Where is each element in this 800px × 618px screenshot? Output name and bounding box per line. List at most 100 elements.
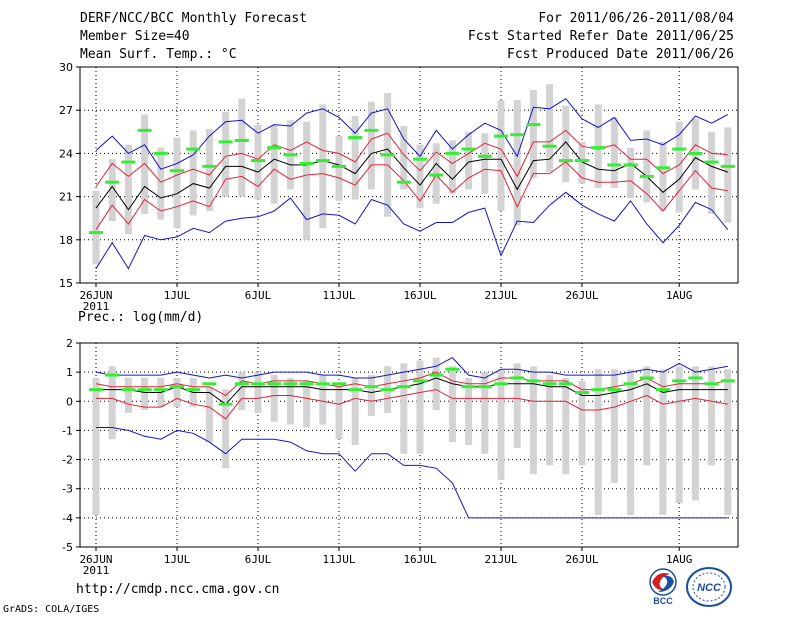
observed-marker [299,382,314,386]
observed-marker [218,140,233,144]
observed-marker [656,166,670,170]
observed-marker [89,231,103,235]
spread-box [610,117,618,188]
y-tick-label: 27 [59,104,73,117]
observed-marker [477,385,492,389]
y-tick-label: 1 [66,366,73,379]
spread-box [400,363,408,454]
spread-box [351,377,359,445]
spread-box [432,357,440,411]
observed-marker [170,385,184,389]
observed-marker [218,402,233,406]
spread-box [448,366,456,443]
series-line [95,371,728,397]
spread-box [92,377,100,515]
spread-box [319,375,327,425]
x-tick-label: 1AUG [666,553,693,566]
spread-box [157,147,165,220]
spread-box [238,372,246,411]
spread-box [513,100,521,226]
spread-box [675,366,683,504]
observed-marker [137,388,152,392]
spread-box [529,366,537,475]
spread-box [578,380,586,466]
observed-marker [639,174,654,178]
observed-marker [526,123,541,127]
observed-marker [429,173,444,177]
spread-box [643,366,651,466]
start-refer-date: Fcst Started Refer Date 2011/06/25 [467,29,734,44]
observed-marker [234,382,249,386]
spread-box [481,133,489,194]
spread-box [303,121,311,240]
x-tick-label: 1JUL [164,289,191,302]
observed-marker [688,376,703,380]
spread-box [708,366,716,466]
observed-marker [461,147,476,151]
spread-box [124,144,132,235]
spread-box [448,140,456,194]
spread-box [222,389,230,469]
series-line [96,427,728,519]
series-line [95,129,728,187]
observed-marker [526,379,541,383]
observed-marker [639,376,654,380]
spread-box [708,131,716,214]
plot-frame [79,66,739,284]
observed-marker [720,379,735,383]
observed-marker [494,382,508,386]
spread-box [92,190,100,265]
x-tick-label: 26JUL [565,289,598,302]
y-tick-label: -1 [62,424,73,437]
observed-marker [364,128,379,132]
spread-box [205,128,213,211]
observed-marker [332,164,346,168]
y-tick-label: -2 [62,454,73,467]
observed-marker [380,153,395,157]
spread-box [270,375,278,422]
x-year-label: 2011 [83,300,110,313]
observed-marker [153,388,168,392]
observed-marker [121,388,136,392]
spread-box [238,98,246,197]
observed-marker [348,388,363,392]
panel-precipitation: -5 -4 -3 -2 -1 0 1 2 26JUN 1JUL 6JUL 11JUL 16JUL 21JU… [62,337,739,577]
observed-marker [186,147,201,151]
spread-box [497,369,505,480]
observed-marker [656,388,670,392]
observed-marker [672,147,687,151]
spread-box [351,115,359,200]
spread-box [367,101,375,190]
spread-box [108,366,116,440]
observed-marker [607,163,622,167]
x-tick-label: 6JUL [245,289,272,302]
spread-box [546,84,554,173]
series-line [95,161,728,230]
spread-box [173,377,181,408]
observed-marker [315,382,330,386]
source-url: http://cmdp.ncc.cma.gov.cn [76,582,280,597]
observed-marker [299,161,314,165]
y-tick-label: 15 [59,277,73,290]
observed-marker [558,159,573,163]
observed-marker [267,146,282,150]
spread-box [481,372,489,454]
svg-text:BCC: BCC [653,596,673,606]
observed-marker [575,391,589,395]
series-line [96,389,728,420]
variable-label: Mean Surf. Temp.: °C [80,47,237,62]
observed-marker [413,157,427,161]
x-tick-label: 21JUL [484,289,517,302]
observed-marker [364,385,379,389]
observed-marker [672,379,687,383]
spread-box [367,375,375,416]
spread-box [141,377,149,411]
observed-marker [137,128,152,132]
forecast-period: For 2011/06/26-2011/08/04 [538,11,734,26]
x-tick-label: 16JUL [403,289,436,302]
produced-date: Fcst Produced Date 2011/06/26 [507,47,734,62]
spread-box [189,130,197,216]
prec-panel-title: Prec.: log(mm/d) [78,310,204,325]
spread-box [286,377,294,425]
